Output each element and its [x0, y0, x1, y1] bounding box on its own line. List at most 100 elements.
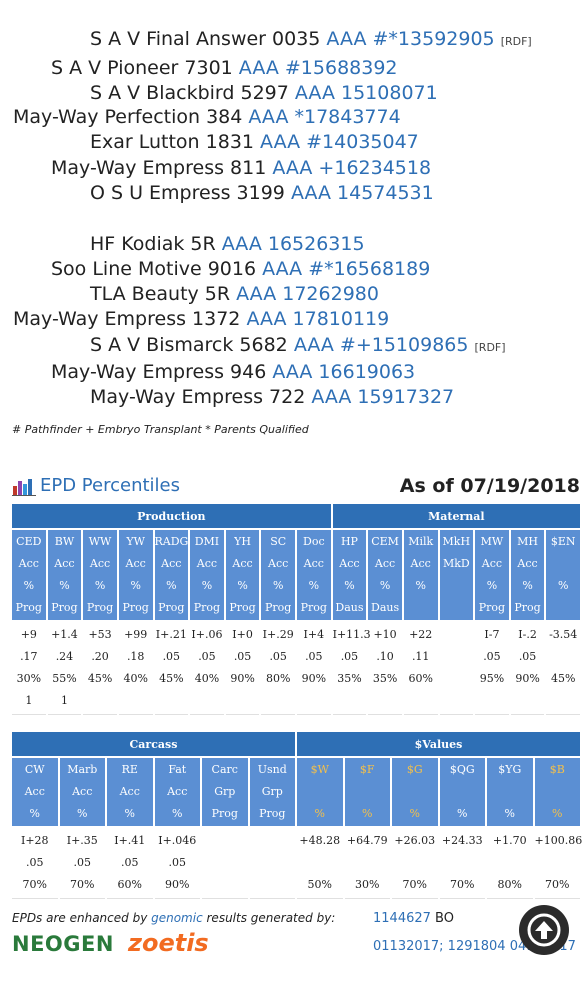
rdf-tag: [RDF] [474, 341, 506, 354]
pedigree-row: S A V Bismarck 5682 AAA #+15109865 [RDF] [90, 334, 506, 356]
column-header: $YG% [487, 758, 533, 826]
epd-value: 55% [52, 672, 77, 685]
column-header-line: $F [359, 763, 375, 776]
column-header-line: CED [16, 535, 42, 548]
genomic-id-link[interactable]: 1144627 [373, 911, 431, 926]
epd-value: .05 [26, 856, 44, 869]
registration-link[interactable]: AAA 16526315 [221, 233, 365, 255]
epd-value: +22 [409, 628, 433, 641]
column-header-line: % [59, 579, 70, 592]
epd-value: 90% [301, 672, 327, 685]
column-header: YH Acc% Prog [225, 530, 260, 620]
epd-table-carcass-values: Carcass $Values CW Acc% Marb Acc% RE Acc% Fat Ac… [10, 730, 582, 901]
epd-value: +64.79 [346, 834, 388, 847]
epd-value [261, 690, 295, 712]
column-header: $B% [534, 758, 580, 826]
column-header: RE Acc% [107, 758, 153, 826]
column-header: $F% [344, 758, 391, 826]
epd-value-cell [439, 622, 474, 715]
column-header-line: Acc [339, 557, 360, 570]
epd-value: 90% [515, 672, 540, 685]
column-header-line: SC [270, 535, 287, 548]
column-header-line: Acc [410, 557, 431, 570]
scroll-to-top-button[interactable] [519, 905, 569, 955]
epd-value-cell: I+.21 .05 45% [154, 622, 189, 715]
epd-value: 1 [60, 694, 68, 707]
epd-value: I+.21 [155, 628, 187, 641]
epd-value [535, 852, 581, 874]
registration-link[interactable]: AAA #15688392 [238, 57, 398, 79]
epd-value [250, 852, 296, 874]
epd-value-cell: I-.2 .05 90% [510, 622, 545, 715]
column-header-line: WW [88, 535, 112, 548]
epd-title[interactable]: EPD Percentiles [40, 475, 180, 496]
column-header-line: % [522, 579, 533, 592]
epd-value [440, 668, 474, 690]
epd-value: +24.33 [441, 834, 483, 847]
column-header-line [546, 597, 580, 619]
column-header-line: Carc [211, 763, 238, 776]
zoetis-logo-text: zoetis [128, 929, 209, 957]
registration-link[interactable]: AAA 15108071 [294, 82, 438, 104]
epd-value-cell: +1.4 .24 55% 1 [47, 622, 82, 715]
epd-value: 35% [372, 672, 398, 685]
epd-value: I+11.3 [332, 628, 371, 641]
column-header-line: Daus [335, 601, 364, 614]
column-header-line: Acc [167, 785, 188, 798]
epd-value: I-.2 [518, 628, 537, 641]
epd-value-cell [202, 828, 248, 899]
epd-value: I-7 [484, 628, 500, 641]
column-header-line [440, 781, 486, 803]
column-header-line: % [504, 807, 515, 820]
column-header-line: Prog [300, 601, 327, 614]
column-header-line: Acc [119, 785, 140, 798]
epd-value: .05 [121, 856, 139, 869]
epd-value [202, 852, 248, 874]
epd-value: .05 [269, 650, 287, 663]
registration-link[interactable]: AAA #*16568189 [262, 258, 431, 280]
registration-link[interactable]: AAA #+15109865 [293, 334, 469, 356]
pedigree-row: HF Kodiak 5R AAA 16526315 [90, 233, 365, 255]
epd-value [333, 690, 367, 712]
column-header-line: % [457, 807, 468, 820]
registration-link[interactable]: AAA *17843774 [248, 106, 401, 128]
column-header-line: % [23, 579, 35, 592]
epd-value [297, 690, 331, 712]
column-header-line: % [172, 807, 183, 820]
column-header-line: % [166, 579, 177, 592]
genomic-note: EPDs are enhanced by genomic results gen… [12, 911, 336, 925]
pedigree-row: S A V Pioneer 7301 AAA #15688392 [51, 57, 398, 79]
epd-value [440, 646, 474, 668]
column-header-line [345, 781, 391, 803]
epd-value: I+.046 [158, 834, 197, 847]
column-header-line: HP [340, 535, 358, 548]
registration-link[interactable]: AAA +16234518 [272, 157, 432, 179]
registration-link[interactable]: AAA 17262980 [236, 283, 379, 305]
epd-value: .05 [483, 650, 501, 663]
column-header-line: YW [126, 535, 145, 548]
column-header-line: $W [310, 763, 329, 776]
column-header-line: YH [234, 535, 251, 548]
column-header-line: Prog [51, 601, 78, 614]
registration-link[interactable]: AAA 16619063 [272, 361, 416, 383]
epd-value: I+0 [232, 628, 253, 641]
registration-link[interactable]: AAA #14035047 [260, 131, 419, 153]
rdf-tag: [RDF] [500, 35, 532, 48]
registration-link[interactable]: AAA #*13592905 [326, 28, 495, 50]
column-header-line: Acc [89, 557, 111, 570]
epd-value: .05 [162, 650, 181, 663]
registration-link[interactable]: AAA 14574531 [290, 182, 434, 204]
epd-value [475, 690, 509, 712]
column-header-line: Acc [125, 557, 146, 570]
registration-link[interactable]: AAA 15917327 [311, 386, 455, 408]
registration-link[interactable]: AAA 17810119 [246, 308, 390, 330]
genomic-link[interactable]: genomic [151, 911, 203, 925]
column-header-line: % [362, 807, 373, 820]
column-header-line: Acc [24, 785, 45, 798]
column-header-line [404, 597, 438, 619]
column-header-line: % [308, 579, 320, 592]
column-header: Milk Acc% [403, 530, 438, 620]
epd-value: +9 [20, 628, 37, 641]
epd-value [202, 830, 248, 852]
epd-value: 40% [123, 672, 148, 685]
